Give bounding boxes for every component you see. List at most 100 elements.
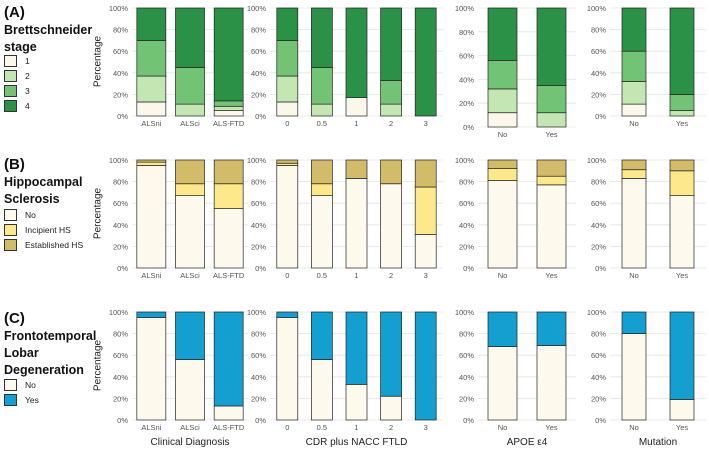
y-tick-label: 20% [251,242,266,251]
legend-label: Yes [25,394,39,405]
y-tick-label: 80% [113,26,128,35]
y-tick-label: 20% [591,394,606,403]
legend: No Incipient HS Established HS [4,207,83,252]
x-tick-label: 1 [354,119,358,128]
row-label-2: (C) Frontotemporal Lobar Degeneration [4,310,96,378]
y-tick-label: 0% [595,264,606,273]
bar-segment [621,178,647,269]
bar-segment [536,159,567,177]
bar-segment [213,105,244,111]
bar-segment [345,311,368,385]
bar-segment [136,7,167,41]
bar-segment [536,311,567,346]
y-tick-label: 100% [247,156,267,165]
row-heading-line: stage [4,40,37,54]
y-tick-label: 100% [247,4,267,13]
x-tick-label: ALSni [141,271,161,280]
bar-segment [487,112,518,128]
y-tick-label: 80% [459,28,474,37]
y-tick-label: 80% [459,178,474,187]
x-tick-label: 0 [285,119,289,128]
x-tick-label: Yes [676,271,688,280]
y-tick-label: 20% [591,90,606,99]
bar-segment [414,234,437,269]
x-tick-label: No [498,423,508,432]
bar-segment [621,50,647,82]
chart-panel-11: 0% 20% 40% 60% 80% 100% No Yes [587,308,706,432]
row-heading-line: Lobar [4,346,39,360]
y-tick-label: 40% [251,69,266,78]
y-tick-label: 0% [117,112,128,121]
y-tick-label: 100% [587,4,607,13]
y-tick-label: 20% [251,90,266,99]
bar-segment [380,80,402,105]
bar-segment [487,159,518,169]
y-tick-label: 20% [591,242,606,251]
bar-segment [536,84,567,114]
legend-item: No [4,207,83,222]
bar-segment [175,7,205,68]
bar-segment [276,317,299,421]
bar-segment [175,183,205,196]
row-heading-line: Brettschneider [4,23,93,37]
legend-item: 1 [4,53,30,68]
bar-segment [213,311,244,407]
y-tick-label: 60% [459,199,474,208]
chart-panel-4: 0% 20% 40% 60% 80% 100% ALSni ALSci ALS-FTD [109,156,248,280]
y-tick-label: 60% [113,47,128,56]
x-tick-label: No [498,130,508,139]
bar-segment [621,333,647,421]
x-tick-label: No [629,271,639,280]
bar-segment [136,75,167,103]
bar-segment [669,399,695,421]
legend: 1 2 3 4 [4,53,30,113]
bar-segment [536,184,567,269]
bar-segment [621,103,647,117]
bar-segment [621,311,647,334]
bar-segment [175,311,205,360]
y-tick-label: 40% [591,69,606,78]
bar-segment [621,159,647,171]
x-tick-label: ALS-FTD [213,271,245,280]
x-axis-title: Clinical Diagnosis [150,437,230,448]
bar-segment [311,103,333,117]
bar-segment [536,175,567,186]
legend-label: 2 [25,70,30,81]
bar-segment [213,183,244,209]
bar-segment [213,100,244,107]
bar-segment [175,359,205,421]
y-tick-label: 100% [587,156,607,165]
chart-panel-10: 0% 20% 40% 60% 80% 100% No Yes [455,308,576,432]
chart-panel-9: 0% 20% 40% 60% 80% 100% 0 0.5 1 2 3 [247,308,443,432]
y-tick-label: 40% [459,373,474,382]
bar-segment [311,67,333,105]
y-tick-label: 60% [113,199,128,208]
legend-item: Established HS [4,237,83,252]
legend-swatch [4,393,17,406]
bar-segment [621,169,647,179]
bar-segment [213,208,244,269]
bar-segment [276,40,299,77]
bar-segment [345,7,368,98]
bar-segment [175,195,205,269]
y-tick-label: 80% [459,330,474,339]
y-tick-label: 80% [113,330,128,339]
x-tick-label: ALSci [180,119,200,128]
x-tick-label: ALSni [141,423,161,432]
legend-swatch [4,54,17,67]
legend-label: No [25,379,36,390]
chart-panel-7: 0% 20% 40% 60% 80% 100% No Yes [587,156,706,280]
legend-label: Established HS [25,239,84,250]
bar-segment [380,159,402,185]
legend: No Yes [4,377,39,407]
x-tick-label: ALSci [180,423,200,432]
bar-segment [536,112,567,128]
x-tick-label: ALS-FTD [213,423,245,432]
bar-segment [345,384,368,421]
bar-segment [213,110,244,117]
bar-segment [621,81,647,105]
x-axis-title: CDR plus NACC FTLD [305,437,408,448]
chart-panel-2: 0% 20% 40% 60% 80% 100% No Yes [455,4,576,139]
bar-segment [487,60,518,90]
x-tick-label: 1 [354,423,358,432]
